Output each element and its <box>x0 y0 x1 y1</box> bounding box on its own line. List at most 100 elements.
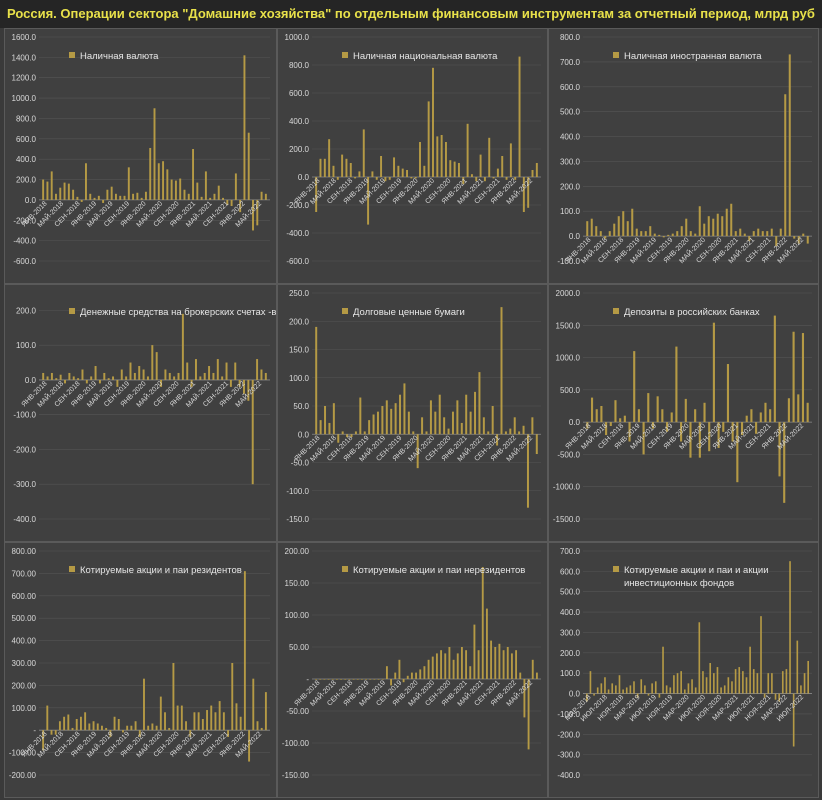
bar <box>189 730 192 737</box>
bar <box>743 233 746 237</box>
legend-label: Депозиты в российских банках <box>624 307 760 318</box>
bar <box>371 171 374 177</box>
bar <box>170 179 173 200</box>
bar <box>222 197 224 200</box>
bar <box>691 679 693 694</box>
bar <box>410 177 413 179</box>
bar <box>763 693 766 698</box>
bar <box>761 231 764 237</box>
bar <box>449 160 452 177</box>
bar <box>385 666 388 679</box>
bar <box>432 67 434 177</box>
bar <box>157 163 160 200</box>
bar <box>109 730 112 737</box>
bar <box>456 653 459 679</box>
bar <box>676 231 679 237</box>
bar <box>755 422 758 434</box>
y-tick-label: 400.0 <box>16 155 37 164</box>
bar <box>518 56 521 177</box>
bar <box>748 236 751 242</box>
bar <box>84 712 87 731</box>
y-tick-label: 600.0 <box>560 83 581 92</box>
bar <box>362 129 365 177</box>
bar <box>90 376 93 380</box>
legend-swatch <box>69 308 75 314</box>
bar <box>708 422 711 452</box>
bar <box>319 158 322 177</box>
bar <box>613 223 616 237</box>
bar <box>505 177 508 180</box>
bar <box>500 307 503 435</box>
bar <box>350 434 353 438</box>
bar <box>803 673 806 694</box>
bar <box>599 231 602 237</box>
bar <box>759 412 762 423</box>
bar <box>435 653 438 679</box>
bar <box>797 236 800 244</box>
bar <box>50 730 53 735</box>
bar <box>656 396 659 423</box>
y-tick-label: -600.0 <box>286 257 309 266</box>
bar <box>365 679 368 680</box>
bar <box>429 400 432 435</box>
y-tick-label: -200.0 <box>13 216 36 225</box>
bar <box>702 671 704 694</box>
bar <box>315 679 318 680</box>
bar <box>485 608 488 679</box>
bar <box>622 689 624 694</box>
y-tick-label: 1000.0 <box>12 94 37 103</box>
bar <box>523 679 526 718</box>
bar <box>337 434 340 443</box>
bar <box>590 397 594 423</box>
bar <box>216 359 219 380</box>
bar <box>658 234 661 237</box>
y-tick-label: -400.0 <box>286 229 309 238</box>
bar <box>319 420 322 435</box>
bar <box>647 693 650 696</box>
bar <box>153 108 156 200</box>
bar <box>264 372 267 380</box>
bar <box>79 716 82 731</box>
bar <box>80 199 83 202</box>
bar <box>192 149 195 200</box>
bar <box>412 431 415 435</box>
bar <box>750 409 753 423</box>
bar <box>142 369 145 380</box>
bar <box>778 693 780 702</box>
bar <box>767 673 770 694</box>
y-tick-label: 150.0 <box>289 346 310 355</box>
bar <box>204 171 207 200</box>
bar <box>477 650 480 679</box>
y-tick-label: 2000.0 <box>556 289 581 298</box>
bar <box>197 712 200 731</box>
y-tick-label: 1200.0 <box>12 74 37 83</box>
y-tick-label: -150.0 <box>286 515 309 524</box>
bar <box>473 624 476 679</box>
bar <box>130 725 133 731</box>
bar <box>427 101 430 177</box>
bar <box>332 165 335 177</box>
y-tick-label: 100.00 <box>285 611 310 620</box>
bar <box>348 679 351 680</box>
bar <box>315 326 318 435</box>
chart-panel-deposits-russian-banks: -1500.0 -1000.0 -500.0 0.0 500.0 1000.0 1500.0… <box>548 284 819 542</box>
bar <box>684 398 687 423</box>
bar <box>694 409 697 423</box>
bar <box>658 693 661 698</box>
bar <box>423 165 426 177</box>
bar <box>101 725 103 731</box>
bar <box>64 379 66 384</box>
y-tick-label: -100.00 <box>9 749 37 758</box>
bar <box>694 233 697 237</box>
y-tick-label: 200.00 <box>12 681 37 690</box>
bar <box>423 666 426 679</box>
bar <box>222 712 225 731</box>
bar <box>595 409 598 423</box>
y-tick-label: -500.0 <box>557 450 580 459</box>
bar <box>200 196 203 200</box>
bar <box>481 567 484 679</box>
bar <box>42 730 45 751</box>
bar <box>460 647 463 679</box>
y-tick-label: -150.00 <box>282 771 310 780</box>
bar <box>669 687 672 694</box>
